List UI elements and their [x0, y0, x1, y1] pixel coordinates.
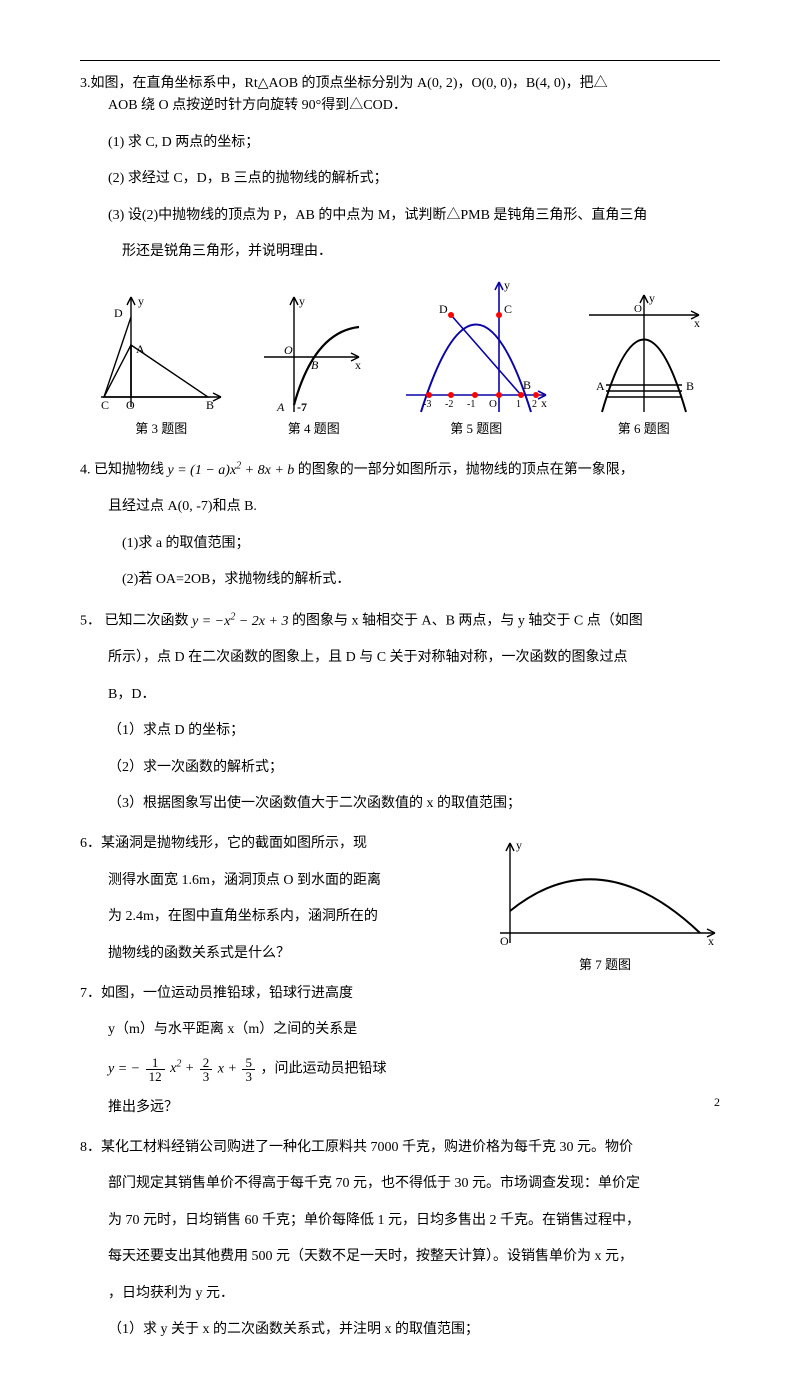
q7-l1: 如图，一位运动员推铅球，铅球行进高度: [101, 986, 353, 1001]
q8-l2: 部门规定其销售单价不得高于每千克 70 元，也不得低于 30 元。市场调查发现：…: [80, 1173, 720, 1195]
q5-line2: 所示），点 D 在二次函数的图象上，且 D 与 C 关于对称轴对称，一次函数的图…: [80, 647, 720, 669]
figure-5: y x D C B O -3 -2 -1 1 2 第 5 题图: [401, 277, 551, 440]
figure-7-svg: y O x: [490, 833, 720, 953]
svg-text:1: 1: [516, 399, 521, 410]
q8-l4: 每天还要支出其他费用 500 元（天数不足一天时，按整天计算）。设销售单价为 x…: [80, 1246, 720, 1268]
svg-text:B: B: [311, 358, 319, 372]
figure-3-label: 第 3 题图: [96, 419, 226, 440]
page-number: 2: [714, 1093, 720, 1112]
q4-num: 4.: [80, 463, 91, 478]
q5-stem-b: 的图象与 x 轴相交于 A、B 两点，与 y 轴交于 C 点（如图: [292, 614, 643, 629]
q4-stem-b: 的图象的一部分如图所示，抛物线的顶点在第一象限，: [298, 463, 634, 478]
q5-line3: B，D．: [80, 684, 720, 706]
q4-line2: 且经过点 A(0, -7)和点 B.: [80, 496, 720, 518]
q4-formula: y = (1 − a)x2 + 8x + b: [168, 463, 295, 478]
q8-l5: ，日均获利为 y 元．: [80, 1283, 720, 1305]
svg-text:x: x: [694, 316, 700, 330]
q5-stem-a: 已知二次函数: [105, 614, 193, 629]
svg-text:x: x: [541, 396, 547, 410]
figure-4-label: 第 4 题图: [259, 419, 369, 440]
q5-formula: y = −x2 − 2x + 3: [192, 614, 288, 629]
q4-p1: (1)求 a 的取值范围；: [80, 533, 720, 555]
q7-l3-tail: ，问此运动员把铅球: [260, 1061, 386, 1076]
svg-text:D: D: [439, 302, 448, 316]
svg-text:y: y: [138, 294, 144, 308]
q5-num: 5．: [80, 614, 101, 629]
question-4: 4. 已知抛物线 y = (1 − a)x2 + 8x + b 的图象的一部分如…: [80, 458, 720, 591]
q7-l2: y（m）与水平距离 x（m）之间的关系是: [80, 1019, 720, 1041]
svg-text:A: A: [276, 400, 285, 414]
svg-text:x: x: [355, 358, 361, 372]
q6-num: 6．: [80, 836, 101, 851]
q7-formula-line: y = − 112 x2 + 23 x + 53 ，问此运动员把铅球: [80, 1056, 720, 1083]
svg-text:D: D: [114, 306, 123, 320]
q4-stem-a: 已知抛物线: [94, 463, 168, 478]
top-rule: [80, 60, 720, 61]
figure-5-label: 第 5 题图: [401, 419, 551, 440]
q8-num: 8．: [80, 1140, 101, 1155]
svg-text:O: O: [284, 343, 293, 357]
figure-4-svg: y O x B A -7: [259, 287, 369, 417]
figure-6: y O x A B 第 6 题图: [584, 287, 704, 440]
figure-3-svg: y D A C O B: [96, 287, 226, 417]
figure-6-svg: y O x A B: [584, 287, 704, 417]
svg-text:y: y: [504, 278, 510, 292]
question-5: 5． 已知二次函数 y = −x2 − 2x + 3 的图象与 x 轴相交于 A…: [80, 609, 720, 815]
svg-text:-7: -7: [297, 400, 307, 414]
svg-text:C: C: [101, 398, 109, 412]
svg-text:A: A: [136, 342, 145, 356]
q3-stem-b: AOB 绕 O 点按逆时针方向旋转 90°得到△COD．: [80, 95, 720, 117]
question-7: 7．如图，一位运动员推铅球，铅球行进高度 y（m）与水平距离 x（m）之间的关系…: [80, 983, 720, 1119]
q4-p2: (2)若 OA=2OB，求抛物线的解析式．: [80, 569, 720, 591]
figure-6-label: 第 6 题图: [584, 419, 704, 440]
svg-text:B: B: [523, 378, 531, 392]
figure-7: y O x 第 7 题图: [490, 833, 720, 976]
q8-l1: 某化工材料经销公司购进了一种化工原料共 7000 千克，购进价格为每千克 30 …: [101, 1140, 633, 1155]
q8-l3: 为 70 元时，日均销售 60 千克；单价每降低 1 元，日均多售出 2 千克。…: [80, 1210, 720, 1232]
svg-text:B: B: [686, 379, 694, 393]
q7-num: 7．: [80, 986, 101, 1001]
q3-p2: (2) 求经过 C，D，B 三点的抛物线的解析式；: [80, 168, 720, 190]
svg-text:-3: -3: [423, 399, 431, 410]
q3-p3a: (3) 设(2)中抛物线的顶点为 P，AB 的中点为 M，试判断△PMB 是钝角…: [80, 205, 720, 227]
svg-text:O: O: [500, 934, 509, 948]
svg-text:-1: -1: [467, 399, 475, 410]
svg-text:-2: -2: [445, 399, 453, 410]
q6-l1: 某涵洞是抛物线形，它的截面如图所示，现: [101, 836, 367, 851]
svg-text:A: A: [596, 379, 605, 393]
figure-4: y O x B A -7 第 4 题图: [259, 287, 369, 440]
svg-text:y: y: [299, 294, 305, 308]
q7-l4: 推出多远？: [80, 1097, 720, 1119]
q3-stem-a: 如图，在直角坐标系中，Rt△AOB 的顶点坐标分别为 A(0, 2)，O(0, …: [91, 76, 608, 91]
svg-text:B: B: [206, 398, 214, 412]
figure-7-label: 第 7 题图: [490, 955, 720, 976]
svg-text:x: x: [708, 934, 714, 948]
svg-text:C: C: [504, 302, 512, 316]
svg-text:2: 2: [532, 399, 537, 410]
svg-text:y: y: [649, 291, 655, 305]
question-3: 3.如图，在直角坐标系中，Rt△AOB 的顶点坐标分别为 A(0, 2)，O(0…: [80, 73, 720, 440]
q8-p1: （1）求 y 关于 x 的二次函数关系式，并注明 x 的取值范围；: [80, 1319, 720, 1341]
q3-p3b: 形还是锐角三角形，并说明理由．: [80, 241, 720, 263]
svg-text:O: O: [489, 398, 497, 410]
question-8: 8．某化工材料经销公司购进了一种化工原料共 7000 千克，购进价格为每千克 3…: [80, 1137, 720, 1341]
q3-p1: (1) 求 C, D 两点的坐标；: [80, 132, 720, 154]
svg-text:y: y: [516, 838, 522, 852]
figure-3: y D A C O B 第 3 题图: [96, 287, 226, 440]
figure-row-3-6: y D A C O B 第 3 题图 y O x B A: [80, 277, 720, 440]
q5-p3: （3）根据图象写出使一次函数值大于二次函数值的 x 的取值范围；: [80, 793, 720, 815]
figure-5-svg: y x D C B O -3 -2 -1 1 2: [401, 277, 551, 417]
q3-num: 3.: [80, 76, 91, 91]
q5-p2: （2）求一次函数的解析式；: [80, 757, 720, 779]
svg-text:O: O: [126, 398, 135, 412]
q5-p1: （1）求点 D 的坐标；: [80, 720, 720, 742]
svg-text:O: O: [634, 303, 642, 315]
